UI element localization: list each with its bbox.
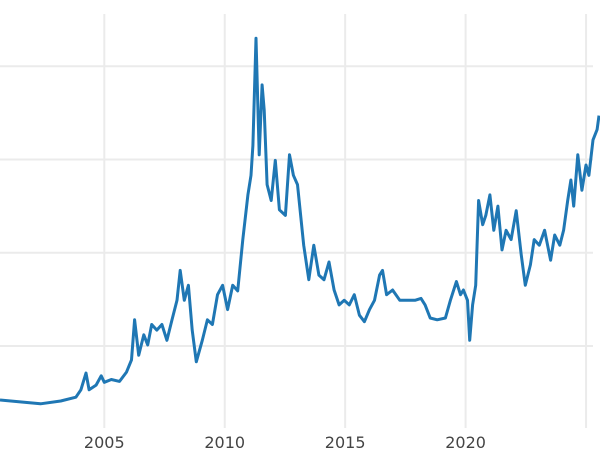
x-tick-label: 2005 bbox=[84, 433, 125, 450]
x-tick-label: 2020 bbox=[445, 433, 486, 450]
x-tick-label: 2010 bbox=[204, 433, 245, 450]
x-axis-tick-labels: 2005 2010 2015 2020 bbox=[84, 433, 486, 450]
gridlines bbox=[0, 14, 593, 428]
x-tick-label: 2015 bbox=[325, 433, 366, 450]
series-line bbox=[0, 36, 600, 406]
